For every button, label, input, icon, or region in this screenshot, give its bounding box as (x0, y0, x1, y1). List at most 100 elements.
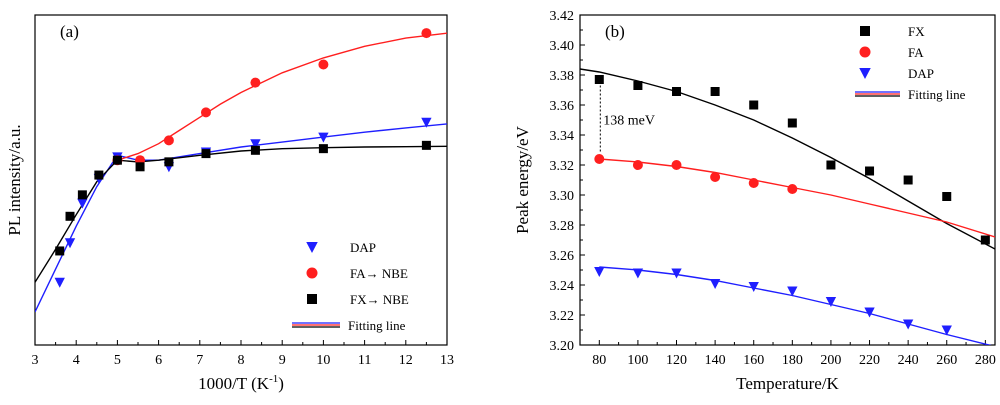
x-axis-title-main: Temperature/K (736, 374, 839, 393)
y-tick-label: 3.30 (550, 189, 575, 204)
x-tick-label: 13 (440, 353, 454, 368)
data-point-triangle-down (671, 268, 682, 279)
legend-label: Fitting line (348, 318, 406, 333)
data-point-circle (200, 107, 211, 118)
x-tick-label: 280 (975, 353, 996, 368)
x-tick-label: 200 (820, 353, 841, 368)
fit-line-circle (599, 158, 995, 238)
x-tick-label: 140 (705, 353, 726, 368)
data-point-triangle-down (250, 139, 261, 150)
data-point-triangle-down (787, 286, 798, 297)
data-point-circle (163, 135, 174, 146)
data-point-square (710, 87, 720, 96)
data-point-square (55, 246, 65, 256)
y-tick-label: 3.28 (550, 219, 575, 234)
data-point-triangle-down (64, 238, 76, 249)
fit-line-square (580, 68, 995, 250)
x-tick-label: 7 (196, 353, 203, 368)
legend-marker-square (860, 26, 870, 36)
y-axis-title: PL intensity/a.u. (5, 124, 24, 235)
data-point-square (77, 190, 87, 200)
legend-marker-circle (859, 46, 871, 58)
y-tick-label: 3.36 (550, 99, 575, 114)
legend-label: FA (908, 45, 924, 60)
fit-line-square (35, 145, 447, 283)
x-tick-label: 6 (155, 353, 162, 368)
data-point-triangle-down (748, 282, 759, 292)
legend-label: DAP (350, 240, 376, 255)
data-point-square (594, 75, 604, 84)
data-point-square (65, 211, 75, 221)
x-axis-title: 1000/T (K-1) (198, 373, 284, 393)
x-tick-label: 3 (32, 353, 39, 368)
data-point-triangle-down (594, 267, 605, 277)
x-tick-label: 8 (238, 353, 245, 368)
data-point-triangle-down (941, 325, 952, 336)
legend-marker-square (307, 294, 317, 304)
x-axis-title-sup: -1 (269, 373, 278, 385)
x-tick-label: 240 (898, 353, 919, 368)
y-tick-label: 3.34 (550, 129, 575, 144)
x-tick-label: 12 (399, 353, 413, 368)
data-point-square (826, 160, 836, 170)
y-tick-label: 3.24 (550, 279, 575, 294)
y-tick-label: 3.38 (550, 69, 575, 84)
data-point-triangle-down (77, 198, 88, 209)
data-point-circle (787, 184, 798, 194)
panel-label: (b) (605, 22, 625, 41)
x-tick-label: 220 (859, 353, 880, 368)
data-point-square (865, 166, 875, 176)
y-tick-label: 3.26 (550, 249, 575, 264)
fit-line-circle (117, 32, 447, 161)
panel-b: 80 100 120 140 160 180 200 220 240 260 280 3.20 3.22… (513, 9, 996, 393)
data-point-square (318, 144, 328, 154)
data-point-circle (318, 59, 329, 70)
data-point-triangle-down (54, 277, 65, 288)
data-point-square (135, 162, 145, 172)
x-axis-title-main: 1000/T (K (198, 374, 270, 393)
y-tick-label: 3.32 (550, 159, 575, 174)
y-tick-label: 3.22 (550, 309, 575, 324)
data-point-triangle-down (864, 307, 875, 318)
y-axis-title: Peak energy/eV (513, 125, 532, 234)
x-tick-label: 120 (666, 353, 687, 368)
data-point-square (942, 192, 952, 201)
data-point-square (201, 149, 211, 159)
data-point-triangle-down (318, 132, 329, 143)
data-point-square (633, 81, 643, 90)
x-tick-label: 11 (358, 353, 371, 368)
plot-frame (579, 14, 996, 346)
legend-marker-triangle-down (306, 242, 318, 253)
data-point-square (749, 100, 759, 110)
x-tick-label: 10 (316, 353, 330, 368)
legend-label: FX→ NBE (350, 292, 409, 307)
fit-line-triangle-down (599, 266, 992, 345)
data-point-triangle-down (825, 297, 837, 307)
data-point-square (94, 170, 104, 180)
y-tick-label: 3.42 (550, 9, 575, 24)
panel-a: 3 4 5 6 7 8 9 10 11 12 13 1000/T (K-1) PL intensity/… (5, 14, 454, 393)
x-axis-title: Temperature/K (736, 374, 839, 393)
x-tick-label: 4 (73, 353, 80, 368)
data-point-square (787, 118, 797, 128)
data-point-square (903, 175, 913, 185)
legend-label: FA→ NBE (350, 266, 408, 281)
y-tick-label: 3.20 (550, 339, 575, 354)
x-axis-title-close: ) (278, 374, 284, 393)
fit-line-triangle-down (35, 123, 447, 313)
data-point-circle (748, 178, 759, 188)
data-point-circle (710, 172, 721, 182)
x-tick-label: 5 (114, 353, 121, 368)
x-tick-label: 100 (627, 353, 648, 368)
data-point-triangle-down (709, 279, 721, 289)
legend-marker-circle (306, 267, 318, 279)
annotation-label: 138 meV (603, 113, 655, 128)
x-tick-label: 260 (936, 353, 957, 368)
x-tick-label: 160 (743, 353, 764, 368)
data-point-square (112, 155, 122, 165)
data-point-square (672, 87, 682, 96)
data-point-square (164, 157, 174, 167)
data-point-square (980, 235, 990, 245)
legend-label: FX (908, 24, 925, 39)
data-point-circle (632, 160, 643, 170)
